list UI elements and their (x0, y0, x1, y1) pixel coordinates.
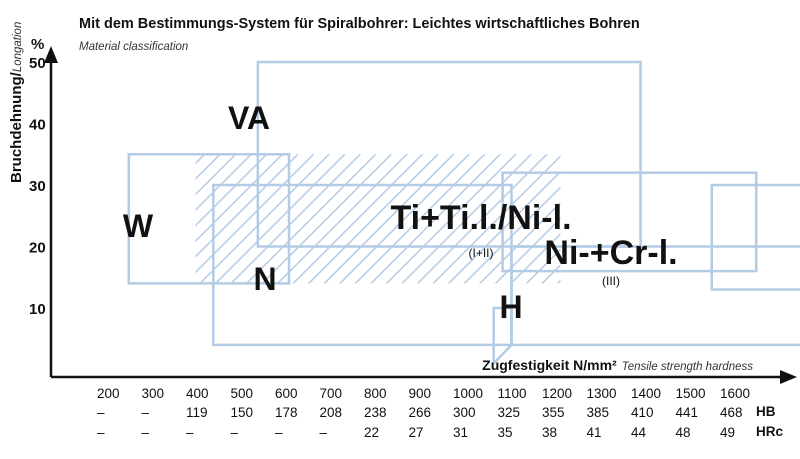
x-tick-group: 500 150 – (231, 386, 254, 440)
x-tick-hrc: 27 (409, 425, 424, 440)
chart-title: Mit dem Bestimmungs-System für Spiralboh… (79, 16, 640, 32)
regions-layer (127, 60, 800, 367)
y-tick-label: 50 (29, 55, 46, 72)
x-tick-hrc: 41 (587, 425, 602, 440)
x-tick-hrc: 35 (498, 425, 513, 440)
x-tick-n: 1300 (587, 386, 617, 401)
x-tick-group: 800 238 22 (364, 386, 387, 440)
x-tick-hrc: 38 (542, 425, 557, 440)
x-tick-n: 900 (409, 386, 432, 401)
y-axis-arrow (44, 46, 58, 63)
y-tick-label: 20 (29, 240, 46, 257)
x-tick-group: 1200 355 38 (542, 386, 572, 440)
x-tick-hb: 410 (631, 405, 654, 420)
y-tick-label: 10 (29, 301, 46, 318)
x-tick-n: 1600 (720, 386, 750, 401)
x-tick-hb: 150 (231, 405, 254, 420)
x-tick-hb: 468 (720, 405, 743, 420)
x-tick-group: 1100 325 35 (498, 386, 527, 440)
x-tick-n: 800 (364, 386, 387, 401)
x-tick-group: 600 178 – (275, 386, 298, 440)
x-tick-n: 400 (186, 386, 209, 401)
x-tick-group: 900 266 27 (409, 386, 432, 440)
x-tick-n: 1400 (631, 386, 661, 401)
x-tick-group: 1300 385 41 (587, 386, 617, 440)
x-tick-hrc: 49 (720, 425, 735, 440)
x-tick-hrc: – (231, 425, 239, 440)
y-axis-title-en: Longation (12, 22, 24, 73)
x-tick-hrc: – (186, 425, 194, 440)
x-tick-n: 1500 (676, 386, 706, 401)
x-tick-hb: – (142, 405, 150, 420)
y-axis-unit: % (31, 36, 44, 53)
y-tick-label: 30 (29, 178, 46, 195)
x-tick-hb: 208 (320, 405, 343, 420)
region-n-connector (492, 306, 513, 367)
x-tick-n: 1200 (542, 386, 572, 401)
region-w-label: W (123, 208, 154, 244)
x-axis-title: Zugfestigkeit N/mm² Tensile strength hard… (482, 357, 753, 373)
x-tick-hrc: – (320, 425, 328, 440)
x-tick-hb: 178 (275, 405, 298, 420)
region-ti-rect (501, 171, 758, 273)
region-ni-cr-rect (710, 183, 800, 291)
x-axis-arrow (780, 370, 797, 384)
region-labels-layer: W VA N Ti+Ti.l./Ni-l. (I+II) Ni-+Cr-l. (III) H (123, 100, 678, 325)
x-tick-group: 700 208 – (320, 386, 343, 440)
x-tick-n: 700 (320, 386, 343, 401)
region-ni-cr-sublabel: (III) (602, 274, 620, 288)
x-tick-group: 1600 468 49 (720, 386, 750, 440)
region-ti-label: Ti+Ti.l./Ni-l. (390, 199, 571, 237)
region-ti-sublabel: (I+II) (468, 246, 493, 260)
x-tick-group: 1500 441 48 (676, 386, 706, 440)
hatched-area (195, 154, 561, 284)
x-tick-n: 300 (142, 386, 165, 401)
x-tick-hrc: 31 (453, 425, 468, 440)
x-tick-n: 500 (231, 386, 254, 401)
y-ticks-layer: 10 20 30 40 50 (29, 55, 46, 318)
x-tick-hrc: 44 (631, 425, 647, 440)
x-tick-n: 600 (275, 386, 298, 401)
x-tick-group: 200 – – (97, 386, 120, 440)
x-tick-hb: 385 (587, 405, 610, 420)
x-axis-title-en: Tensile strength hardness (622, 361, 754, 373)
x-tick-hrc: – (97, 425, 105, 440)
x-tick-hb: 300 (453, 405, 476, 420)
region-n-label: N (253, 261, 276, 297)
region-va-label: VA (228, 100, 270, 136)
region-w-rect (127, 153, 291, 285)
x-tick-hrc: 22 (364, 425, 379, 440)
x-tick-hb: 238 (364, 405, 387, 420)
region-h-rect (510, 245, 800, 347)
x-tick-hb: 266 (409, 405, 432, 420)
x-tick-hb: 119 (186, 405, 208, 420)
region-h-label: H (499, 289, 522, 325)
x-tick-hrc: – (275, 425, 283, 440)
y-axis-title-de: Bruchdehnung/ (8, 71, 25, 183)
x-ticks-layer: 200 – – 300 – – 400 119 – 500 150 – 600 178 – 700 208 – 80… (97, 386, 750, 440)
y-axis-title: Bruchdehnung/Longation (8, 22, 25, 183)
x-tick-group: 1000 300 31 (453, 386, 483, 440)
region-ni-cr-label: Ni-+Cr-l. (544, 234, 677, 272)
x-tick-hb: 325 (498, 405, 521, 420)
x-tick-hrc: 48 (676, 425, 691, 440)
x-tick-hb: 441 (676, 405, 699, 420)
x-tick-n: 200 (97, 386, 120, 401)
y-tick-label: 40 (29, 117, 46, 134)
chart-subtitle: Material classification (79, 41, 188, 53)
x-tick-group: 400 119 – (186, 386, 209, 440)
x-axis-title-de: Zugfestigkeit N/mm² (482, 357, 617, 373)
x-tick-hb: 355 (542, 405, 565, 420)
x-tick-hb: – (97, 405, 105, 420)
x-tick-n: 1000 (453, 386, 483, 401)
hrc-scale-label: HRc (756, 424, 783, 439)
region-va-rect (256, 60, 642, 248)
x-tick-hrc: – (142, 425, 150, 440)
hb-scale-label: HB (756, 404, 776, 419)
x-tick-group: 1400 410 44 (631, 386, 661, 440)
x-tick-group: 300 – – (142, 386, 165, 440)
x-tick-n: 1100 (498, 386, 527, 401)
